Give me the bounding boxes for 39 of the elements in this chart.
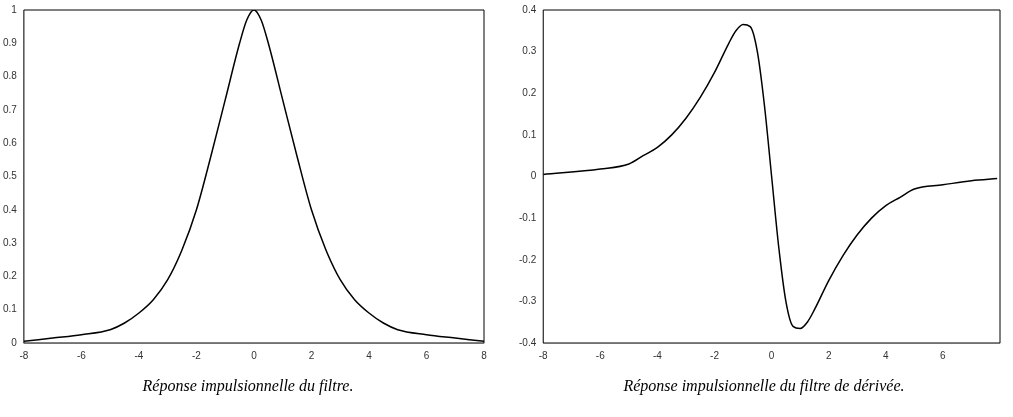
y-tick-label: -0.1 [519, 211, 537, 223]
x-tick-label: -4 [652, 349, 663, 361]
x-tick-label: 6 [940, 349, 947, 361]
x-tick-label: -8 [538, 349, 549, 361]
y-tick-label: 0.8 [3, 70, 18, 82]
text: Réponse impulsionnelle du filtre de dérivée. [623, 377, 905, 395]
x-tick-label: 2 [308, 349, 315, 361]
x-tick-label: 2 [825, 349, 832, 361]
x-tick-label: 4 [366, 349, 373, 361]
y-tick-label: -0.4 [519, 336, 537, 348]
text: Réponse impulsionnelle du filtre. [142, 377, 354, 395]
y-tick-label: 0 [11, 336, 18, 348]
x-tick-label: 6 [423, 349, 430, 361]
y-tick-label: 0.7 [3, 103, 18, 115]
y-tick-label: 0.4 [3, 203, 18, 215]
y-tick-label: 0.2 [522, 87, 537, 98]
y-tick-label: 0.4 [522, 3, 537, 15]
y-tick-label: 1 [11, 3, 18, 15]
x-tick-label: 0 [251, 349, 258, 361]
y-tick-label: 0.5 [3, 170, 18, 182]
y-tick-label: -0.2 [519, 253, 537, 265]
x-tick-label: -8 [19, 349, 29, 361]
y-tick-label: -0.3 [519, 295, 537, 307]
x-tick-label: 0 [768, 349, 775, 361]
y-tick-label: 0.1 [3, 303, 18, 315]
x-tick-label: -6 [76, 349, 87, 361]
y-tick-label: 0.9 [3, 37, 18, 49]
x-tick-label: -4 [134, 349, 144, 361]
x-tick-label: -2 [191, 349, 202, 361]
x-tick-label: -2 [710, 349, 720, 361]
y-tick-label: 0.3 [3, 236, 18, 248]
x-tick-label: -6 [595, 349, 606, 361]
x-tick-label: 8 [481, 349, 488, 361]
y-tick-label: 0.1 [522, 128, 537, 140]
y-tick-label: 0.6 [3, 136, 18, 148]
x-tick-label: 4 [883, 349, 890, 361]
y-tick-label: 0.2 [3, 270, 18, 282]
y-tick-label: 0.3 [522, 45, 537, 57]
y-tick-label: 0 [530, 170, 537, 182]
